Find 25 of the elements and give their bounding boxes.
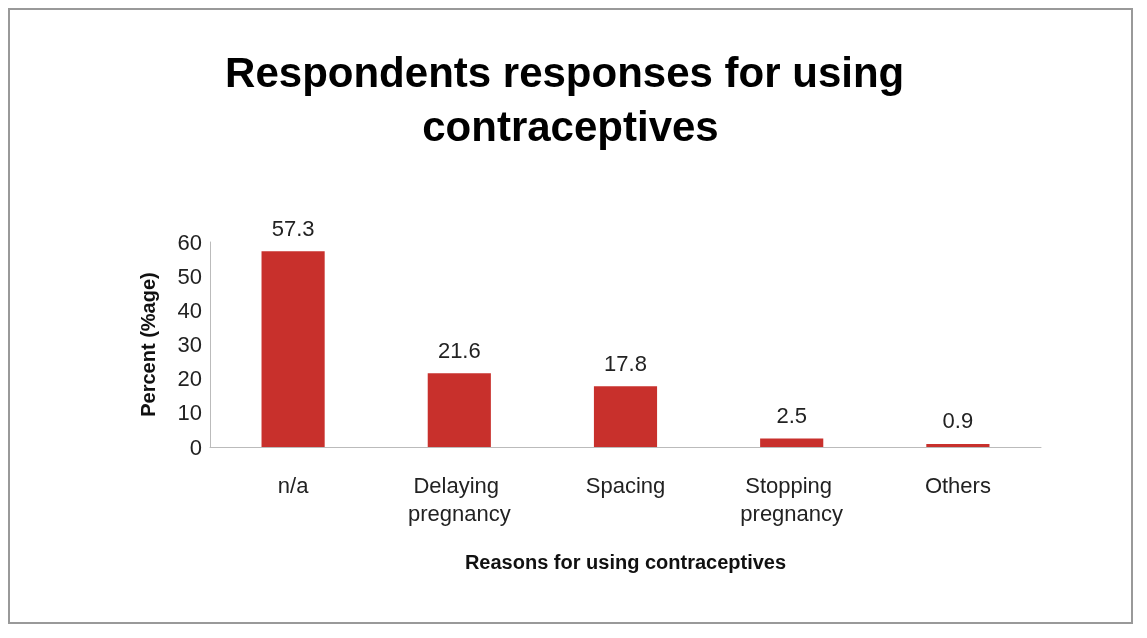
y-tick-label: 60 [177,229,202,255]
data-label: 0.9 [942,408,974,434]
bar [593,386,658,447]
x-axis-title: Reasons for using contraceptives [464,551,787,573]
y-axis-title: Percent (%age) [137,272,159,417]
bar [926,443,990,447]
x-tick-label: Delaying pregnancy [407,472,511,526]
y-tick-label: 30 [177,332,202,357]
x-tick-label: n/a [277,472,310,498]
data-label: 17.8 [604,350,647,376]
data-label: 2.5 [776,402,807,428]
x-tick-label: Spacing [585,472,666,498]
x-tick-label: Others [924,472,991,498]
y-tick-label: 50 [177,263,202,289]
chart-title: Respondents responses for using contraceptives [225,48,916,150]
bar [760,438,824,447]
y-tick-label: 40 [177,297,202,323]
data-label: 21.6 [437,337,481,363]
y-tick-label: 0 [189,434,202,460]
data-label: 57.3 [271,215,315,241]
bar [261,251,325,447]
bar [427,373,491,447]
x-tick-label: Stopping pregnancy [740,472,844,526]
y-tick-label: 20 [177,366,202,392]
y-tick-label: 10 [177,400,202,426]
